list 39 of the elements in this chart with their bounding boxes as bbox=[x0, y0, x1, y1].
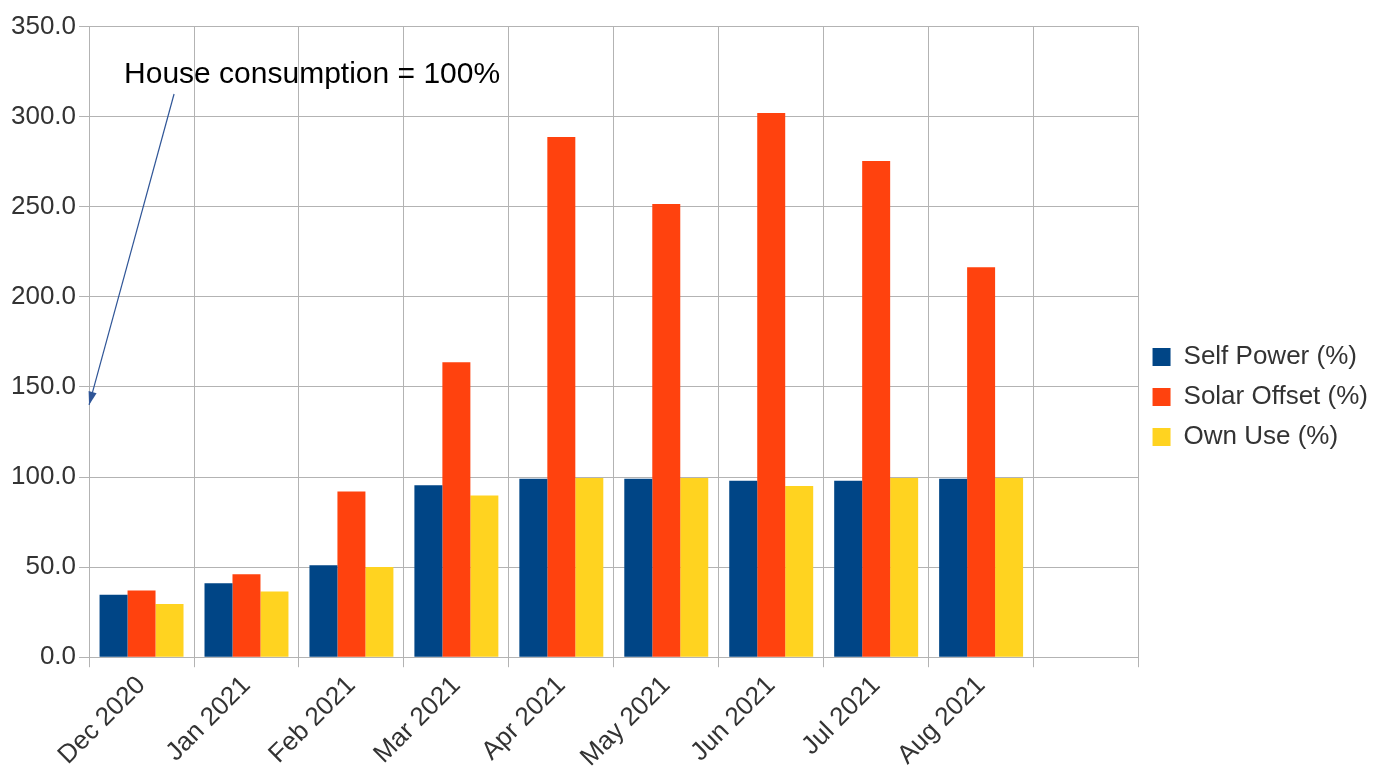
bar bbox=[785, 486, 814, 657]
bar bbox=[624, 478, 653, 657]
bar bbox=[99, 594, 128, 657]
y-tick-label: 250.0 bbox=[10, 189, 77, 220]
bar bbox=[337, 491, 366, 657]
bar bbox=[232, 574, 261, 657]
bar bbox=[757, 113, 786, 657]
bar bbox=[204, 583, 233, 657]
bar bbox=[995, 477, 1024, 657]
bar bbox=[260, 591, 289, 657]
legend-label: Self Power (%) bbox=[1183, 340, 1357, 371]
bar bbox=[680, 477, 709, 657]
y-tick-label: 300.0 bbox=[10, 99, 77, 130]
y-tick-label: 200.0 bbox=[10, 280, 77, 311]
annotation: House consumption = 100% bbox=[124, 56, 501, 90]
bar bbox=[652, 203, 681, 657]
bar bbox=[155, 604, 184, 657]
bar bbox=[309, 565, 338, 657]
bar bbox=[890, 477, 919, 657]
bar bbox=[414, 485, 443, 657]
bar bbox=[519, 478, 548, 657]
y-tick-label: 350.0 bbox=[10, 9, 77, 40]
legend-label: Solar Offset (%) bbox=[1183, 380, 1369, 411]
bar bbox=[442, 362, 471, 657]
bar bbox=[575, 477, 604, 657]
y-tick-label: 150.0 bbox=[10, 370, 77, 401]
bar bbox=[939, 478, 968, 657]
legend-label: Own Use (%) bbox=[1183, 420, 1339, 451]
bar bbox=[470, 495, 499, 657]
bar bbox=[862, 161, 891, 657]
y-tick-label: 0.0 bbox=[39, 640, 77, 671]
bar bbox=[365, 567, 394, 657]
y-tick-label: 50.0 bbox=[25, 550, 77, 581]
y-tick-label: 100.0 bbox=[10, 460, 77, 491]
bar bbox=[967, 267, 996, 657]
bar bbox=[729, 480, 758, 657]
bar bbox=[127, 590, 156, 657]
bar bbox=[834, 480, 863, 657]
bar bbox=[547, 137, 576, 657]
